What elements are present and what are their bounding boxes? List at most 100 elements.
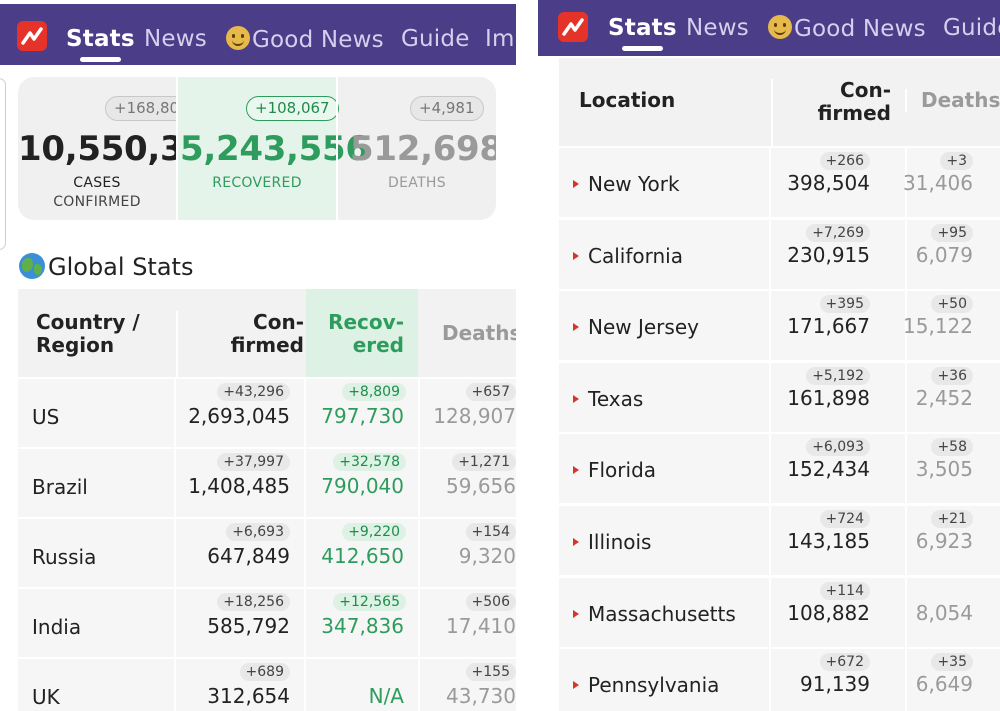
table-row[interactable]: California +7,269 230,915 +95 6,079 bbox=[559, 219, 1000, 289]
row-background bbox=[559, 362, 769, 432]
confirmed-value: 143,185 bbox=[787, 529, 870, 553]
deaths-value: 3,505 bbox=[915, 457, 973, 482]
location-cell[interactable]: New York bbox=[573, 172, 680, 196]
recovered-delta-pill: +108,067 bbox=[246, 96, 339, 121]
location-cell[interactable]: California bbox=[573, 244, 683, 268]
row-background bbox=[559, 291, 769, 361]
deaths-value: 43,730 bbox=[446, 684, 516, 708]
deaths-value: 31,406 bbox=[903, 171, 973, 195]
tab-good-news-label: Good News bbox=[794, 16, 926, 42]
location-name: Pennsylvania bbox=[588, 673, 720, 698]
country-name: UK bbox=[32, 685, 60, 709]
deaths-value: 6,079 bbox=[915, 242, 973, 267]
table-row[interactable]: US +43,296 2,693,045 +8,809 797,730 +657 128,9… bbox=[18, 379, 516, 447]
table-row[interactable]: New Jersey +395 171,667 +50 15,122 bbox=[559, 291, 1000, 361]
table-row[interactable]: Russia +6,693 647,849 +9,220 412,650 +154 9,32… bbox=[18, 519, 516, 587]
deaths-value: 128,907 bbox=[433, 404, 516, 428]
tab-good-news[interactable]: Good News bbox=[768, 15, 926, 42]
table-row[interactable]: Massachusetts +114 108,882 8,054 bbox=[559, 577, 1000, 647]
confirmed-value: 585,792 bbox=[207, 614, 290, 638]
deaths-delta: +3 bbox=[940, 152, 973, 170]
right-screen: Stats News Good News Guide Location Con-… bbox=[538, 0, 1000, 711]
location-name: Texas bbox=[588, 386, 644, 411]
confirmed-delta: +7,269 bbox=[806, 223, 870, 242]
tab-more[interactable]: Im bbox=[485, 26, 515, 52]
header-country-region[interactable]: Country / Region bbox=[36, 311, 176, 399]
recovered-value: 412,650 bbox=[321, 544, 404, 568]
confirmed-delta: +672 bbox=[819, 653, 870, 672]
country-name: Brazil bbox=[32, 475, 88, 499]
location-cell[interactable]: Illinois bbox=[573, 530, 651, 554]
deaths-label: DEATHS bbox=[388, 175, 446, 191]
global-stats-heading: Global Stats bbox=[19, 253, 193, 281]
country-name: India bbox=[32, 615, 82, 639]
location-cell[interactable]: Texas bbox=[573, 387, 643, 411]
local-table-header: Location Con- firmed Deaths bbox=[559, 58, 1000, 167]
header-location[interactable]: Location bbox=[579, 88, 676, 112]
table-row[interactable]: Illinois +724 143,185 +21 6,923 bbox=[559, 506, 1000, 575]
deaths-delta: +1,271 bbox=[452, 453, 516, 471]
left-screen: Stats News Good News Guide Im +168,806 1… bbox=[0, 4, 516, 711]
table-row[interactable]: UK +689 312,654 N/A +155 43,730 bbox=[18, 659, 516, 711]
location-name: California bbox=[588, 243, 683, 268]
header-confirmed[interactable]: Con- firmed bbox=[176, 311, 304, 399]
location-cell[interactable]: Massachusetts bbox=[573, 602, 736, 626]
tab-news[interactable]: News bbox=[144, 26, 207, 52]
location-name: New Jersey bbox=[588, 315, 699, 340]
location-cell[interactable]: Pennsylvania bbox=[573, 673, 719, 697]
deaths-delta: +35 bbox=[931, 653, 973, 672]
confirmed-value: 171,667 bbox=[787, 314, 870, 339]
deaths-value: 15,122 bbox=[903, 314, 973, 339]
deaths-delta: +50 bbox=[931, 295, 973, 314]
header-country-line2: Region bbox=[36, 333, 115, 357]
confirmed-summary: +168,806 10,550,305 CASES CONFIRMED bbox=[18, 77, 230, 220]
app-logo-icon[interactable] bbox=[558, 12, 588, 42]
deaths-delta: +21 bbox=[931, 510, 973, 528]
triangle-right-icon bbox=[573, 681, 579, 690]
confirmed-delta: +395 bbox=[819, 295, 870, 314]
header-deaths[interactable]: Deaths bbox=[442, 321, 516, 345]
table-row[interactable]: New York +266 398,504 +3 31,406 bbox=[559, 148, 1000, 217]
carousel-prev-edge[interactable] bbox=[0, 78, 6, 250]
table-row[interactable]: Pennsylvania +672 91,139 +35 6,649 bbox=[559, 649, 1000, 711]
deaths-value: 6,923 bbox=[915, 529, 973, 553]
tab-news[interactable]: News bbox=[686, 15, 749, 41]
tab-guide[interactable]: Guide bbox=[401, 26, 470, 52]
deaths-value: 2,452 bbox=[915, 385, 973, 410]
confirmed-value: 108,882 bbox=[787, 600, 870, 625]
header-recovered-line2: ered bbox=[352, 333, 404, 357]
deaths-delta: +154 bbox=[465, 523, 516, 541]
table-row[interactable]: Brazil +37,997 1,408,485 +32,578 790,040 +1,2… bbox=[18, 449, 516, 517]
app-logo-icon[interactable] bbox=[17, 21, 47, 51]
row-background bbox=[18, 659, 174, 711]
deaths-delta: +95 bbox=[931, 223, 973, 242]
header-deaths[interactable]: Deaths bbox=[905, 89, 1000, 112]
row-background bbox=[18, 449, 174, 517]
table-row[interactable]: India +18,256 585,792 +12,565 347,836 +506 17,… bbox=[18, 589, 516, 657]
header-confirmed-line1: Con- bbox=[840, 78, 891, 102]
row-background bbox=[559, 649, 769, 711]
row-background bbox=[18, 519, 174, 587]
table-row[interactable]: Florida +6,093 152,434 +58 3,505 bbox=[559, 434, 1000, 504]
tab-good-news[interactable]: Good News bbox=[226, 26, 384, 53]
deaths-value: 17,410 bbox=[446, 614, 516, 638]
tab-guide[interactable]: Guide bbox=[943, 15, 1000, 41]
tab-stats[interactable]: Stats bbox=[66, 26, 135, 62]
confirmed-value: 2,693,045 bbox=[188, 404, 290, 428]
location-cell[interactable]: New Jersey bbox=[573, 315, 699, 339]
deaths-value: 6,649 bbox=[915, 672, 973, 697]
deaths-value: 59,656 bbox=[446, 474, 516, 498]
location-cell[interactable]: Florida bbox=[573, 458, 656, 482]
recovered-value: 790,040 bbox=[321, 474, 404, 498]
country-name: Russia bbox=[32, 545, 97, 569]
row-background bbox=[306, 659, 418, 711]
confirmed-value: 647,849 bbox=[207, 544, 290, 568]
deaths-delta: +657 bbox=[465, 383, 516, 401]
recovered-delta: +8,809 bbox=[342, 383, 406, 401]
row-background bbox=[559, 148, 769, 217]
tab-stats[interactable]: Stats bbox=[608, 15, 677, 51]
deaths-delta: +155 bbox=[465, 663, 516, 681]
header-recovered[interactable]: Recov- ered bbox=[306, 289, 418, 377]
table-row[interactable]: Texas +5,192 161,898 +36 2,452 bbox=[559, 362, 1000, 432]
header-confirmed[interactable]: Con- firmed bbox=[771, 79, 893, 167]
